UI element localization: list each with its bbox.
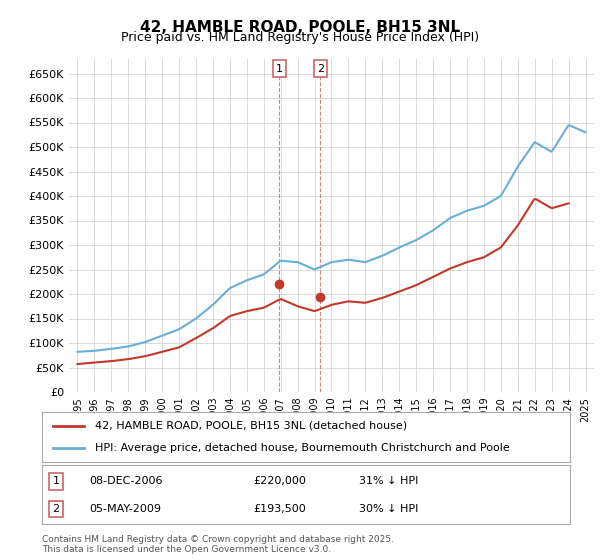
Text: 2: 2 [53, 504, 59, 514]
Text: Contains HM Land Registry data © Crown copyright and database right 2025.
This d: Contains HM Land Registry data © Crown c… [42, 535, 394, 554]
Text: 42, HAMBLE ROAD, POOLE, BH15 3NL: 42, HAMBLE ROAD, POOLE, BH15 3NL [140, 20, 460, 35]
Text: 42, HAMBLE ROAD, POOLE, BH15 3NL (detached house): 42, HAMBLE ROAD, POOLE, BH15 3NL (detach… [95, 421, 407, 431]
Text: £193,500: £193,500 [253, 504, 306, 514]
Text: 30% ↓ HPI: 30% ↓ HPI [359, 504, 418, 514]
Text: Price paid vs. HM Land Registry's House Price Index (HPI): Price paid vs. HM Land Registry's House … [121, 31, 479, 44]
Text: 08-DEC-2006: 08-DEC-2006 [89, 476, 163, 486]
Text: 05-MAY-2009: 05-MAY-2009 [89, 504, 161, 514]
Text: HPI: Average price, detached house, Bournemouth Christchurch and Poole: HPI: Average price, detached house, Bour… [95, 443, 509, 453]
Text: £220,000: £220,000 [253, 476, 306, 486]
Text: 1: 1 [53, 476, 59, 486]
Text: 1: 1 [276, 64, 283, 73]
Text: 31% ↓ HPI: 31% ↓ HPI [359, 476, 418, 486]
Text: 2: 2 [317, 64, 324, 73]
